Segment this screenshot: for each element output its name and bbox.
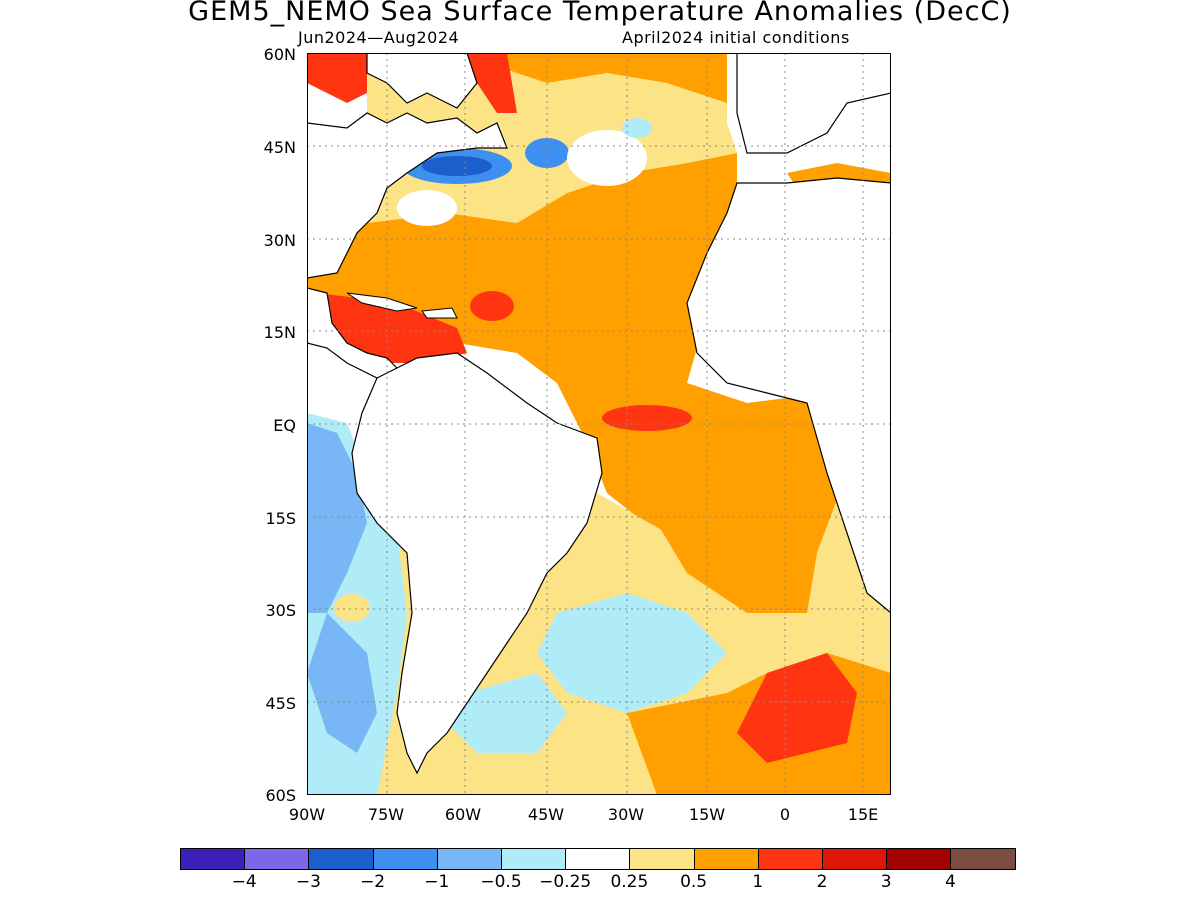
colorbar-tick-label: −1 [424, 872, 450, 892]
colorbar-swatch [244, 848, 310, 870]
colorbar-swatch [822, 848, 888, 870]
anomaly-region [447, 673, 567, 753]
lat-label: 45N [263, 138, 296, 157]
sst-anomaly-map [307, 53, 891, 795]
anomaly-region [525, 138, 569, 168]
lat-label: 60S [265, 786, 296, 805]
colorbar-tick-label: 0.5 [680, 872, 708, 892]
lat-label: 15S [265, 509, 296, 528]
land-labrador [366, 53, 478, 109]
colorbar-tick-label: −0.5 [480, 872, 522, 892]
colorbar-swatch [693, 848, 759, 870]
land-africa [686, 177, 891, 614]
anomaly-region [567, 130, 647, 186]
colorbar-tick-label: 1 [752, 872, 764, 892]
anomaly-region [307, 613, 377, 753]
anomaly-region [397, 190, 457, 226]
anomaly-region [657, 523, 817, 613]
colorbar-swatch [436, 848, 502, 870]
anomaly-region [467, 53, 517, 113]
lat-label: 30S [265, 601, 296, 620]
colorbar-tick-label: −4 [231, 872, 257, 892]
colorbar-swatch [757, 848, 823, 870]
anomaly-region [307, 53, 367, 103]
lat-label: EQ [273, 416, 296, 435]
lon-label: 15E [847, 805, 879, 824]
colorbar-swatch [501, 848, 567, 870]
colorbar-tick-label: 4 [944, 872, 956, 892]
anomaly-region [422, 156, 492, 176]
lon-label: 90W [288, 805, 326, 824]
anomaly-region [307, 423, 367, 613]
colorbar-tick-label: −3 [295, 872, 321, 892]
land-central-america [307, 287, 404, 379]
land-cuba [346, 292, 418, 312]
anomaly-region [537, 593, 727, 713]
lon-label: 45W [527, 805, 565, 824]
land-south-america [351, 352, 603, 775]
colorbar-swatch [372, 848, 438, 870]
land-hispaniola [421, 307, 458, 319]
anomaly-region [622, 118, 652, 138]
colorbar-swatch [886, 848, 952, 870]
colorbar-swatch [308, 848, 374, 870]
anomaly-region [470, 291, 514, 321]
anomaly-region [567, 53, 727, 103]
colorbar-swatch [950, 848, 1016, 870]
colorbar-tick-label: −0.25 [539, 872, 592, 892]
initial-conditions: April2024 initial conditions [622, 28, 850, 47]
lon-label: 15W [688, 805, 726, 824]
colorbar-tick-label: 2 [816, 872, 828, 892]
lon-label: 30W [607, 805, 645, 824]
lat-label: 45S [265, 694, 296, 713]
colorbar-tick-label: 0.25 [610, 872, 649, 892]
anomaly-region [317, 293, 467, 363]
land-north-america [307, 112, 508, 279]
anomaly-region [602, 405, 692, 431]
forecast-period: Jun2024—Aug2024 [298, 28, 460, 47]
anomaly-region [737, 653, 857, 763]
colorbar-tick-label: −2 [360, 872, 386, 892]
lon-label: 75W [367, 805, 405, 824]
lat-label: 30N [263, 231, 296, 250]
colorbar-tick-label: 3 [880, 872, 892, 892]
lon-label: 60W [444, 805, 482, 824]
land-europe [736, 53, 891, 154]
lat-label: 15N [263, 323, 296, 342]
lat-label: 60N [263, 45, 296, 64]
lon-label: 0 [779, 805, 791, 824]
colorbar-swatch [180, 848, 246, 870]
colorbar-swatch [629, 848, 695, 870]
colorbar-swatch [565, 848, 631, 870]
chart-title: GEM5_NEMO Sea Surface Temperature Anomal… [188, 0, 1012, 27]
anomaly-region [334, 594, 370, 622]
